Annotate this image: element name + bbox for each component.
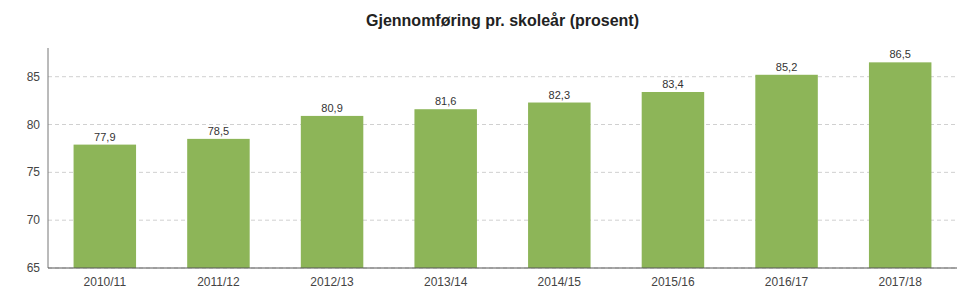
bar: [187, 139, 249, 268]
bar: [528, 103, 590, 268]
x-tick-label: 2011/12: [197, 275, 240, 289]
y-axis-line: [48, 48, 49, 268]
x-axis-line: [48, 268, 957, 269]
y-tick-label: 70: [27, 213, 41, 227]
data-label: 77,9: [94, 131, 115, 143]
bar: [869, 62, 931, 268]
bar: [642, 92, 704, 268]
y-tick-label: 80: [27, 118, 41, 132]
grid-line: [48, 76, 957, 77]
grid-line: [48, 124, 957, 125]
bar: [755, 75, 817, 268]
bar: [74, 145, 136, 268]
data-label: 81,6: [435, 95, 456, 107]
x-tick-label: 2017/18: [878, 275, 922, 289]
chart-container: Gjennomføring pr. skoleår (prosent) 65 70 7…: [0, 0, 977, 302]
y-tick-label: 85: [27, 70, 41, 84]
bars: [74, 62, 932, 268]
grid-line: [48, 220, 957, 221]
x-tick-label: 2014/15: [538, 275, 582, 289]
title: Gjennomføring pr. skoleår (prosent): [366, 12, 639, 29]
x-tick-label: 2015/16: [651, 275, 695, 289]
data-label: 86,5: [889, 48, 910, 60]
bar: [414, 109, 476, 268]
y-tick-label: 65: [27, 261, 41, 275]
bar: [301, 116, 363, 268]
data-label: 80,9: [321, 102, 342, 114]
x-tick-label: 2010/11: [84, 275, 127, 289]
data-label: 85,2: [776, 61, 797, 73]
chart: Gjennomføring pr. skoleår (prosent) 65 70 7…: [0, 0, 977, 302]
grid-line: [48, 268, 957, 269]
y-tick-label: 75: [27, 165, 41, 179]
data-label: 82,3: [549, 89, 570, 101]
grid: [48, 77, 957, 268]
data-label: 78,5: [208, 125, 229, 137]
data-label: 83,4: [662, 78, 683, 90]
x-tick-label: 2013/14: [424, 275, 468, 289]
x-tick-label: 2012/13: [310, 275, 354, 289]
x-tick-label: 2016/17: [765, 275, 809, 289]
grid-line: [48, 172, 957, 173]
